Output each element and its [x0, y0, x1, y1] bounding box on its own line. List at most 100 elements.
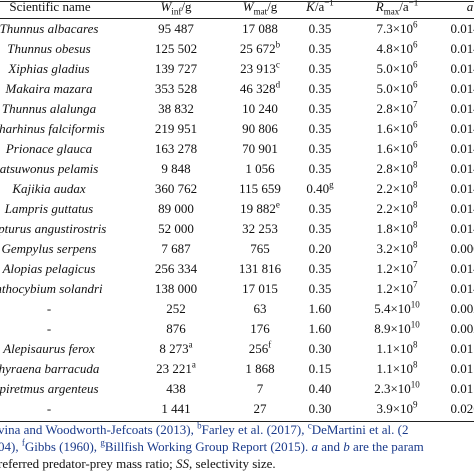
cell-a: 0.014 8 [450, 121, 474, 136]
cell-scientific-name: - [46, 401, 52, 416]
cell-scientific-name: Prionace glauca [5, 141, 93, 156]
footnote-text: SS [176, 456, 190, 471]
footnote-line-2: 04), fGibbs (1960), gBillfish Working Gr… [0, 437, 424, 455]
cell-r-max: 1.2×107 [376, 259, 418, 276]
header-w-inf: Winf/g [160, 0, 192, 17]
cell-a: 0.014 8 [450, 221, 474, 236]
cell-k: 0.30 [308, 401, 332, 416]
cell-w-mat: 25 672b [239, 39, 281, 56]
cell-scientific-name: Gempylus serpens [1, 241, 97, 256]
cell-scientific-name: Alepisaurus ferox [3, 341, 95, 356]
footnote-marker: c [307, 420, 312, 431]
cell-scientific-name: Alopias pelagicus [2, 261, 96, 276]
cell-r-max: 5.0×106 [376, 79, 418, 96]
cell-w-inf: 125 502 [154, 41, 198, 56]
cell-w-inf: 163 278 [154, 141, 198, 156]
bottom-rule [0, 421, 474, 422]
cell-w-inf: 256 334 [154, 261, 198, 276]
cell-r-max: 3.9×109 [376, 399, 418, 416]
cell-k: 0.30 [308, 341, 332, 356]
cell-k: 0.35 [308, 281, 332, 296]
cell-k: 0.20 [308, 241, 332, 256]
cell-w-mat: 19 882e [240, 199, 280, 216]
cell-k: 0.35 [308, 101, 332, 116]
cell-r-max: 7.3×106 [376, 19, 418, 36]
cell-r-max: 2.8×107 [376, 99, 418, 116]
cell-w-inf: 9 848 [161, 161, 191, 176]
cell-w-inf: 23 221a [156, 359, 196, 376]
cell-w-inf: 252 [166, 301, 186, 316]
cell-r-max: 8.9×1010 [374, 319, 420, 336]
cell-k: 0.35 [308, 121, 332, 136]
cell-k: 1.60 [308, 301, 332, 316]
footnote-text: 04), [0, 439, 22, 454]
cell-w-mat: 90 806 [242, 121, 278, 136]
cell-w-mat: 46 328d [239, 79, 281, 96]
cell-w-mat: 10 240 [242, 101, 278, 116]
footnote-marker: b [197, 420, 202, 431]
cell-r-max: 1.1×108 [376, 359, 418, 376]
cell-a: 0.014 8 [450, 161, 474, 176]
cell-r-max: 2.8×108 [376, 159, 418, 176]
cell-a: 0.026 6 [450, 401, 474, 416]
cell-k: 0.35 [308, 61, 332, 76]
footnote-text: Billfish Working Group Report (2015). [104, 439, 312, 454]
cell-w-inf: 52 000 [158, 221, 194, 236]
cell-a: 0.014 8 [450, 181, 474, 196]
cell-w-mat: 27 [253, 401, 267, 416]
cell-w-mat: 17 015 [242, 281, 278, 296]
cell-r-max: 1.1×108 [376, 339, 418, 356]
cell-a: 0.014 8 [450, 21, 474, 36]
cell-k: 0.40g [306, 179, 334, 196]
cell-a: 0.014 8 [450, 41, 474, 56]
cell-r-max: 5.0×106 [376, 59, 418, 76]
cell-w-inf: 138 000 [154, 281, 198, 296]
cell-w-mat: 131 816 [238, 261, 282, 276]
cell-w-inf: 38 832 [158, 101, 194, 116]
cell-w-inf: 1 441 [161, 401, 191, 416]
cell-w-mat: 765 [250, 241, 270, 256]
footnote-marker: g [100, 437, 105, 448]
cell-r-max: 1.8×108 [376, 219, 418, 236]
cell-w-inf: 876 [166, 321, 186, 336]
footnote-text: referred predator-prey mass ratio; [0, 456, 177, 471]
cell-scientific-name: Thunnus alalunga [1, 101, 97, 116]
cell-k: 0.35 [308, 201, 332, 216]
cell-w-inf: 219 951 [154, 121, 198, 136]
cell-a: 0.014 8 [450, 261, 474, 276]
cell-a: 0.014 8 [450, 201, 474, 216]
header-rule [0, 18, 474, 19]
cell-w-mat: 115 659 [239, 181, 281, 196]
cell-scientific-name: Makaira mazara [5, 81, 93, 96]
cell-a: 0.014 8 [450, 61, 474, 76]
header-a: a [466, 0, 474, 14]
cell-a: 0.014 8 [450, 281, 474, 296]
cell-r-max: 5.4×1010 [374, 299, 420, 316]
cell-k: 0.35 [308, 81, 332, 96]
cell-k: 0.40 [308, 381, 332, 396]
footnote-line-1: vina and Woodworth-Jefcoats (2013), bFar… [0, 420, 408, 438]
cell-w-inf: 438 [166, 381, 186, 396]
cell-r-max: 2.3×1010 [374, 379, 420, 396]
cell-k: 0.35 [308, 261, 332, 276]
cell-a: 0.015 0 [450, 381, 474, 396]
cell-scientific-name: piretmus argenteus [0, 381, 99, 396]
cell-w-mat: 32 253 [242, 221, 278, 236]
cell-w-mat: 176 [250, 321, 270, 336]
cell-w-mat: 1 868 [245, 361, 275, 376]
footnote-marker: f [21, 437, 25, 448]
cell-k: 1.60 [308, 321, 332, 336]
cell-k: 0.35 [308, 41, 332, 56]
cell-r-max: 1.2×107 [376, 279, 418, 296]
footnote-text: , selectivity size. [189, 456, 276, 471]
cell-k: 0.35 [308, 221, 332, 236]
cell-a: 0.014 8 [450, 81, 474, 96]
cell-scientific-name: upturus angustirostris [0, 221, 107, 236]
header-w-mat: Wmat/g [242, 0, 278, 17]
cell-w-inf: 360 762 [154, 181, 198, 196]
cell-w-inf: 89 000 [158, 201, 194, 216]
cell-w-mat: 17 088 [242, 21, 278, 36]
cell-a: 0.002 3 [450, 321, 474, 336]
cell-scientific-name: Thunnus albacares [0, 21, 99, 36]
